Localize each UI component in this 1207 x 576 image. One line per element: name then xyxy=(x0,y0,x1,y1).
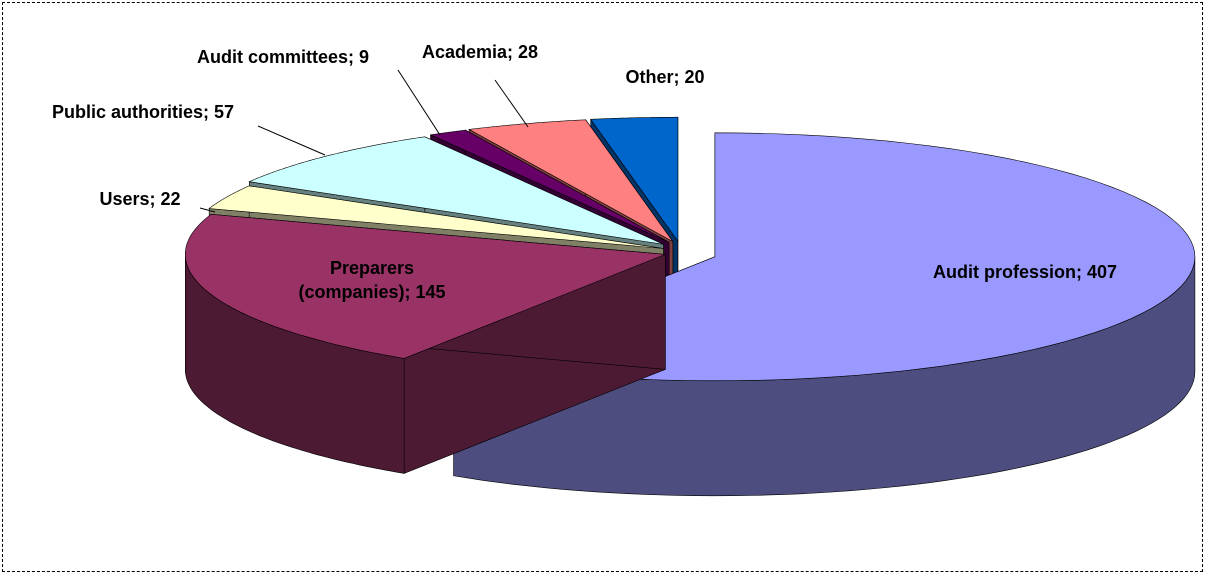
label-value: 28 xyxy=(518,42,539,62)
slice xyxy=(185,213,666,474)
leader-line xyxy=(199,207,216,213)
label-separator: ; xyxy=(507,42,513,62)
label-category: Other xyxy=(625,67,674,87)
label-separator: ; xyxy=(348,47,354,67)
label-category: Public authorities xyxy=(51,102,203,122)
label-value: 145 xyxy=(415,282,446,302)
label-value: 407 xyxy=(1086,262,1118,282)
data-label: Audit profession; 407 xyxy=(930,260,1120,284)
slice-top xyxy=(208,185,664,249)
label-category: Preparers (companies) xyxy=(298,258,415,302)
slice-top xyxy=(430,129,670,243)
label-separator: ; xyxy=(202,102,209,122)
label-value: 20 xyxy=(684,67,705,87)
label-category: Users xyxy=(99,189,150,209)
data-label: Other; 20 xyxy=(595,65,735,89)
label-value: 22 xyxy=(160,189,181,209)
label-separator: ; xyxy=(149,189,156,209)
label-separator: ; xyxy=(673,67,680,87)
label-separator: ; xyxy=(404,282,411,302)
data-label: Users; 22 xyxy=(70,187,210,211)
data-label: Public authorities; 57 xyxy=(23,100,263,124)
label-value: 9 xyxy=(359,47,370,67)
leader-line xyxy=(494,79,529,128)
label-category: Audit committees xyxy=(196,47,348,67)
slice-top xyxy=(185,213,666,359)
leader-line xyxy=(257,125,326,156)
leader-line xyxy=(397,69,441,136)
data-label: Audit committees; 9 xyxy=(163,45,403,69)
label-category: Audit profession xyxy=(932,262,1076,282)
label-category: Academia xyxy=(421,42,507,62)
data-label: Preparers (companies); 145 xyxy=(282,256,462,304)
label-value: 57 xyxy=(214,102,235,122)
slice-top xyxy=(248,136,664,245)
slice-top xyxy=(590,116,679,243)
label-separator: ; xyxy=(1075,262,1082,282)
data-label: Academia; 28 xyxy=(390,40,570,64)
